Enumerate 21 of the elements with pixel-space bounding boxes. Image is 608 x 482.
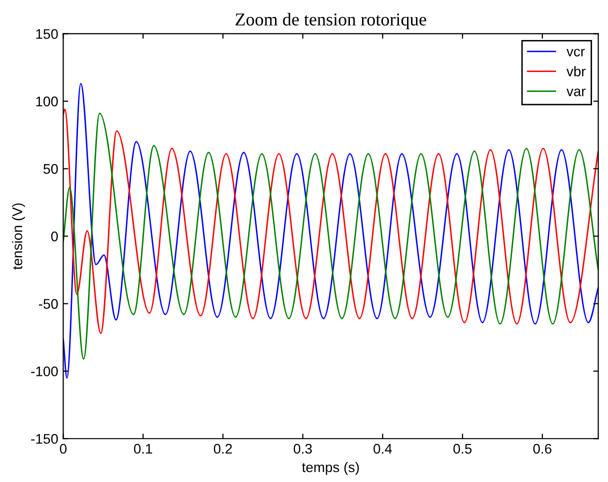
line-series (63, 82, 598, 379)
x-tick-label: 0.4 (374, 444, 392, 454)
x-axis-title: temps (s) (302, 462, 359, 475)
y-axis-title: tension (V) (12, 203, 26, 270)
legend-label: var (566, 88, 586, 96)
x-tick-label: 0 (60, 444, 67, 454)
x-tick-label: 0.1 (134, 444, 152, 454)
y-tick-label: -150 (31, 434, 58, 444)
y-tick-label: 50 (43, 164, 58, 174)
y-tick-label: 150 (36, 29, 58, 39)
y-tick-label: 100 (36, 96, 58, 106)
x-tick-label: 0.5 (453, 444, 472, 454)
x-tick-label: 0.3 (294, 444, 312, 454)
legend-label: vbr (566, 66, 586, 76)
legend-label: vcr (566, 48, 585, 56)
x-tick-label: 0.2 (214, 444, 232, 454)
y-tick-label: 0 (51, 232, 58, 242)
y-tick-label: -100 (31, 366, 58, 376)
chart-title: Zoom de tension rotorique (236, 12, 426, 30)
x-tick-label: 0.6 (533, 444, 552, 454)
y-tick-label: -50 (38, 298, 58, 309)
